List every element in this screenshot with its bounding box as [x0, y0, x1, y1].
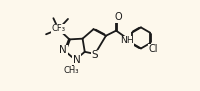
- Text: NH: NH: [119, 36, 133, 45]
- Text: N: N: [59, 45, 67, 55]
- Text: N: N: [72, 55, 80, 65]
- Text: O: O: [114, 12, 122, 22]
- Text: S: S: [91, 50, 98, 60]
- Text: CH₃: CH₃: [64, 66, 79, 75]
- Text: CF₃: CF₃: [51, 24, 65, 33]
- Text: Cl: Cl: [148, 44, 157, 54]
